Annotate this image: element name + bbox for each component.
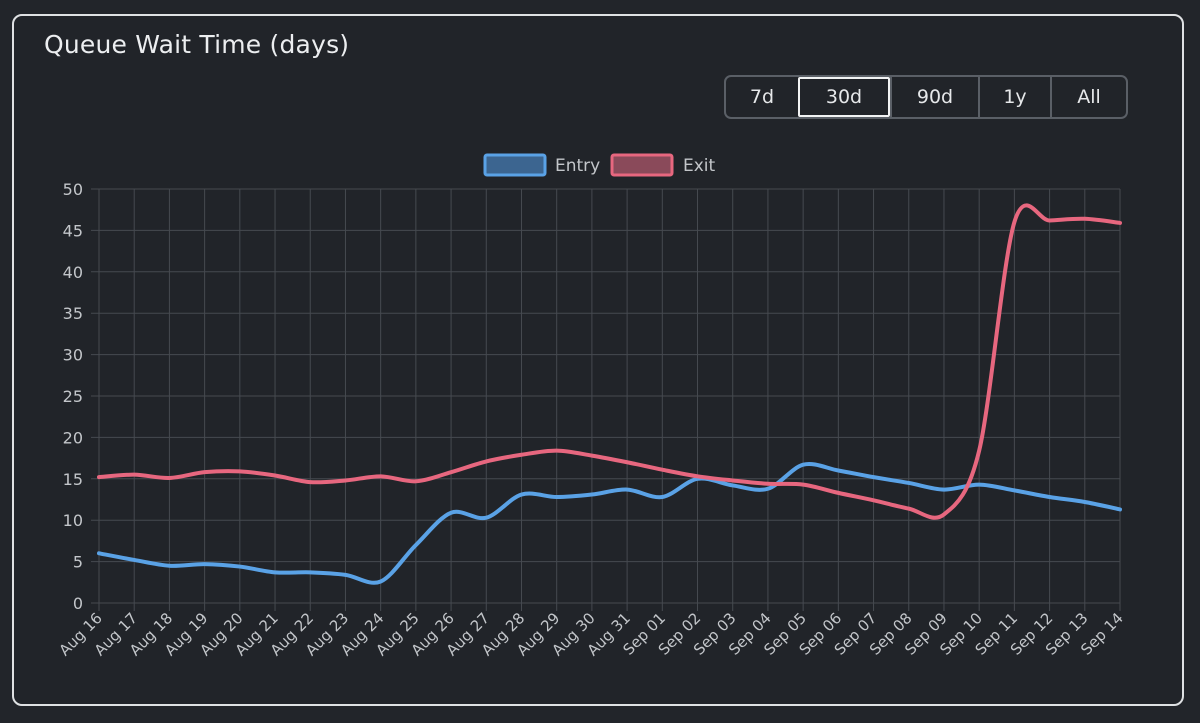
y-tick-label: 20 <box>63 428 83 447</box>
chart-series <box>97 203 1122 585</box>
time-range-selector: 7d 30d 90d 1y All <box>724 75 1128 119</box>
y-tick-label: 15 <box>63 470 83 489</box>
y-tick-label: 50 <box>63 180 83 199</box>
series-line-entry <box>97 462 1122 585</box>
y-tick-label: 30 <box>63 346 83 365</box>
chart-legend: Entry Exit <box>483 153 716 177</box>
range-1y-button[interactable]: 1y <box>978 77 1050 117</box>
y-tick-label: 5 <box>73 553 83 572</box>
range-30d-button[interactable]: 30d <box>798 77 890 117</box>
chart-card <box>12 14 1184 706</box>
legend-label-exit[interactable]: Exit <box>683 156 716 176</box>
y-tick-label: 40 <box>63 263 83 282</box>
legend-swatch-exit[interactable] <box>610 153 674 177</box>
chart-title: Queue Wait Time (days) <box>44 30 350 59</box>
y-tick-label: 35 <box>63 304 83 323</box>
y-tick-label: 10 <box>63 511 83 530</box>
range-90d-button[interactable]: 90d <box>890 77 978 117</box>
y-tick-label: 25 <box>63 387 83 406</box>
series-line-exit <box>97 203 1122 520</box>
range-all-button[interactable]: All <box>1050 77 1126 117</box>
chart-grid <box>91 188 1121 611</box>
range-7d-button[interactable]: 7d <box>726 77 798 117</box>
legend-label-entry[interactable]: Entry <box>555 156 600 176</box>
y-tick-label: 0 <box>73 594 83 613</box>
legend-swatch-entry[interactable] <box>483 153 547 177</box>
y-tick-label: 45 <box>63 221 83 240</box>
